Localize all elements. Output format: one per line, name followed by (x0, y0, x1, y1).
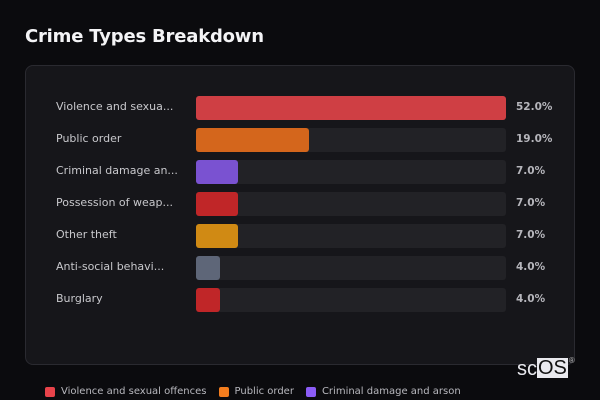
chart-card: Violence and sexua... 52.0% Public order 19… (25, 65, 575, 365)
bar-label: Public order (56, 132, 122, 145)
bar-label: Violence and sexua... (56, 100, 174, 113)
bar-track (196, 288, 506, 312)
bar-fill[interactable] (196, 160, 238, 184)
bar-label: Criminal damage an... (56, 164, 178, 177)
bar-fill[interactable] (196, 96, 506, 120)
watermark-sc: sc (517, 358, 537, 380)
legend-label: Violence and sexual offences (61, 386, 207, 397)
bar-label: Possession of weap... (56, 196, 173, 209)
legend-swatch-icon (218, 386, 229, 397)
bar-percentage: 7.0% (516, 229, 546, 241)
bar-fill[interactable] (196, 128, 310, 152)
bar-row: Anti-social behavi... 4.0% (26, 256, 576, 280)
bar-row: Possession of weap... 7.0% (26, 192, 576, 216)
legend: Violence and sexual offences Public order… (45, 386, 473, 397)
bar-row: Violence and sexua... 52.0% (26, 96, 576, 120)
bar-row: Other theft 7.0% (26, 224, 576, 248)
bar-fill[interactable] (196, 192, 238, 216)
bar-track (196, 96, 506, 120)
bar-percentage: 7.0% (516, 165, 546, 177)
bar-percentage: 7.0% (516, 197, 546, 209)
bar-percentage: 4.0% (516, 293, 546, 305)
scos-watermark: sc OS ® (517, 356, 575, 381)
legend-item[interactable]: Violence and sexual offences (45, 386, 207, 397)
legend-swatch-icon (45, 386, 55, 397)
bar-row: Criminal damage an... 7.0% (26, 160, 576, 184)
bar-label: Anti-social behavi... (56, 260, 165, 273)
bar-track (196, 256, 506, 280)
legend-swatch-icon (305, 386, 316, 397)
bar-track (196, 160, 506, 184)
bar-track (196, 192, 506, 216)
bar-fill[interactable] (196, 224, 238, 248)
legend-label: Criminal damage and arson (321, 386, 461, 397)
legend-label: Public order (234, 386, 294, 397)
bar-row: Burglary 4.0% (26, 288, 576, 312)
legend-item[interactable]: Public order (218, 386, 294, 397)
bar-fill[interactable] (196, 288, 220, 312)
bar-track (196, 224, 506, 248)
watermark-os: OS (537, 357, 568, 379)
chart-title: Crime Types Breakdown (25, 26, 264, 47)
bar-percentage: 52.0% (516, 101, 553, 113)
bar-percentage: 19.0% (516, 133, 553, 145)
legend-item[interactable]: Criminal damage and arson (305, 386, 461, 397)
registered-icon: ® (568, 356, 575, 365)
bar-row: Public order 19.0% (26, 128, 576, 152)
bar-track (196, 128, 506, 152)
bar-label: Other theft (56, 228, 117, 241)
bar-fill[interactable] (196, 256, 220, 280)
bar-percentage: 4.0% (516, 261, 546, 273)
bar-label: Burglary (56, 292, 103, 305)
